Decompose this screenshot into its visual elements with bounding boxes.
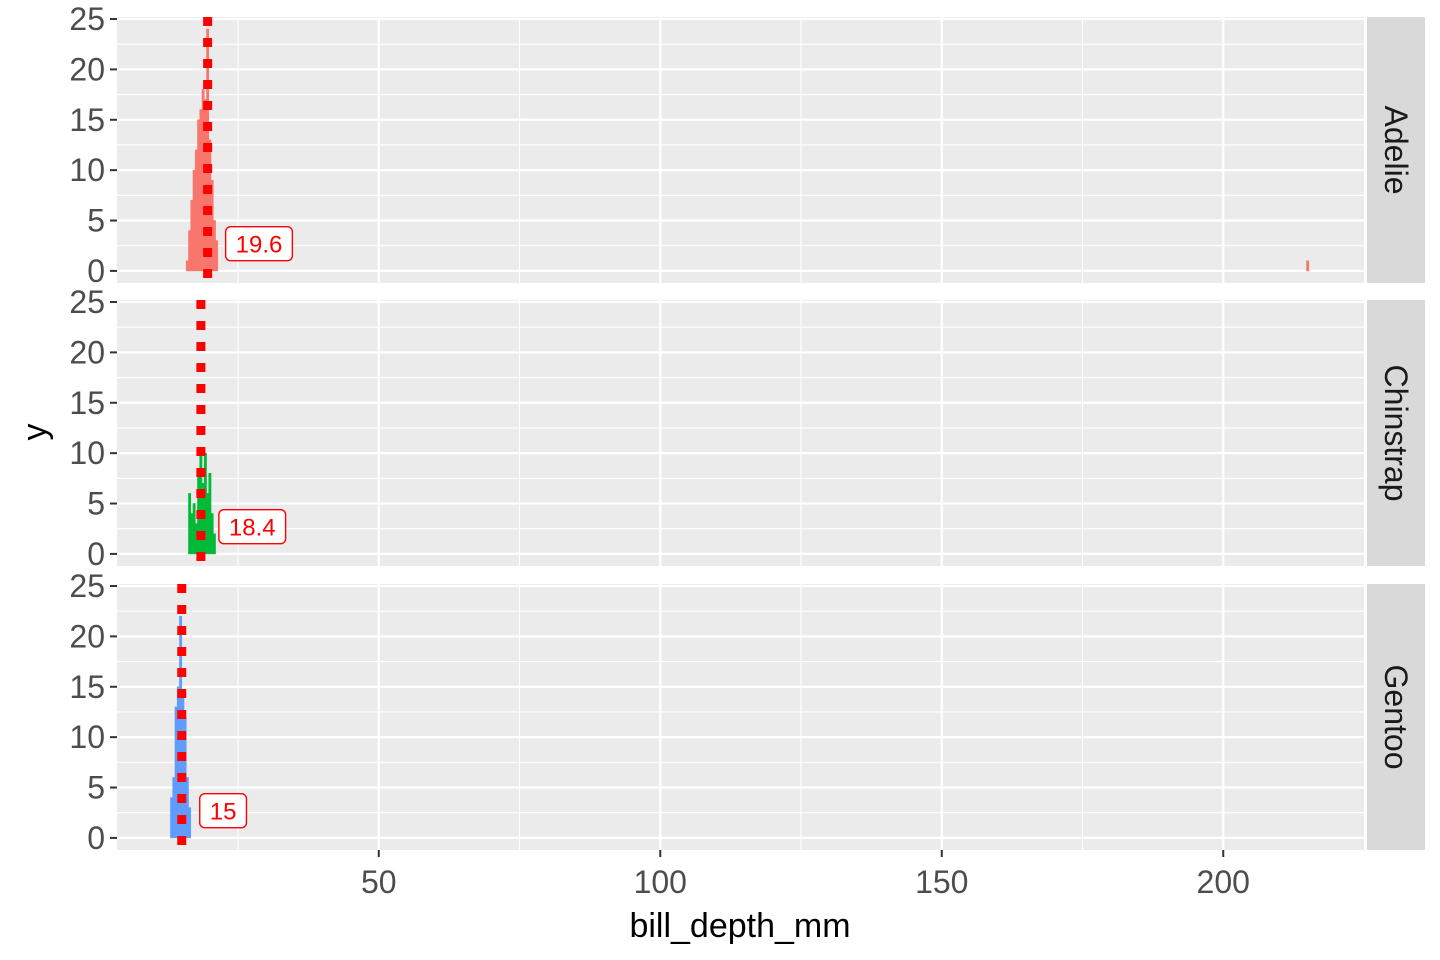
- histogram-bar: [206, 493, 210, 555]
- y-tick-label: 0: [87, 536, 105, 572]
- y-tick-label: 20: [69, 51, 105, 87]
- histogram-bar: [192, 169, 196, 272]
- histogram-bar: [194, 149, 198, 272]
- y-tick-label: 5: [87, 486, 105, 522]
- y-tick-label: 0: [87, 820, 105, 856]
- y-tick-label: 10: [69, 435, 105, 471]
- histogram-bar: [201, 89, 205, 272]
- histogram-bar: [185, 777, 189, 839]
- value-label: 15: [210, 799, 237, 826]
- histogram-bar: [197, 119, 201, 272]
- x-tick-label: 150: [915, 864, 968, 900]
- value-label: 19.6: [236, 232, 283, 259]
- histogram-bar: [210, 513, 214, 555]
- y-tick-label: 10: [69, 719, 105, 755]
- y-tick-label: 5: [87, 770, 105, 806]
- y-tick-label: 25: [69, 284, 105, 320]
- value-label-box: [218, 509, 287, 545]
- x-tick-label: 200: [1197, 864, 1250, 900]
- histogram-bar: [190, 513, 194, 555]
- facet-panel-chinstrap: 18.4 0 5 10 15 20 25 Chinstrap: [69, 284, 1425, 572]
- y-tick-label: 20: [69, 334, 105, 370]
- x-axis-title: bill_depth_mm: [629, 907, 850, 945]
- histogram-bar: [188, 493, 192, 555]
- facet-strip: [1367, 300, 1425, 566]
- histogram-bar: [174, 706, 178, 839]
- value-label-box: [199, 793, 248, 829]
- y-tick-label: 15: [69, 102, 105, 138]
- histogram-bar: [192, 503, 196, 555]
- histogram-bar: [1306, 260, 1310, 272]
- y-tick-label: 0: [87, 253, 105, 289]
- y-axis-title: y: [16, 424, 54, 441]
- y-tick-label: 15: [69, 385, 105, 421]
- facet-panel-adelie: 19.6 0 5 10 15 20 25 Adelie: [69, 1, 1425, 289]
- value-label-box: [224, 226, 294, 262]
- facet-strip-label: Chinstrap: [1378, 365, 1414, 502]
- facet-strip-label: Adelie: [1378, 106, 1414, 195]
- facet-strip-label: Gentoo: [1378, 665, 1414, 770]
- value-label: 18.4: [229, 515, 276, 542]
- x-tick-label: 100: [634, 864, 687, 900]
- histogram-bar: [215, 240, 219, 272]
- y-tick-label: 20: [69, 618, 105, 654]
- x-axis: 50 100 150 200: [361, 850, 1250, 900]
- panel-background: [117, 584, 1364, 850]
- histogram-bar: [190, 200, 194, 272]
- histogram-bar: [185, 260, 189, 272]
- histogram-bar: [212, 220, 216, 272]
- histogram-bar: [188, 807, 192, 839]
- y-tick-label: 25: [69, 568, 105, 604]
- facet-strip: [1367, 17, 1425, 283]
- histogram-bar: [208, 473, 212, 555]
- y-tick-label: 5: [87, 203, 105, 239]
- facet-panel-gentoo: 15 0 5 10 15 20 25 Gentoo: [69, 568, 1425, 856]
- facet-strip: [1367, 584, 1425, 850]
- y-tick-label: 15: [69, 669, 105, 705]
- panel-background: [117, 300, 1364, 566]
- histogram-bar: [172, 777, 176, 839]
- panel-background: [117, 17, 1364, 283]
- histogram-bar: [188, 230, 192, 272]
- x-tick-label: 50: [361, 864, 397, 900]
- facet-panels: 19.6 0 5 10 15 20 25 Adelie 18.4 0 5 10 15 20 25 Chinst…: [69, 1, 1425, 856]
- y-tick-label: 10: [69, 152, 105, 188]
- histogram-bar: [170, 797, 174, 839]
- histogram-bar: [212, 533, 216, 555]
- y-tick-label: 25: [69, 1, 105, 37]
- histogram-bar: [199, 109, 203, 272]
